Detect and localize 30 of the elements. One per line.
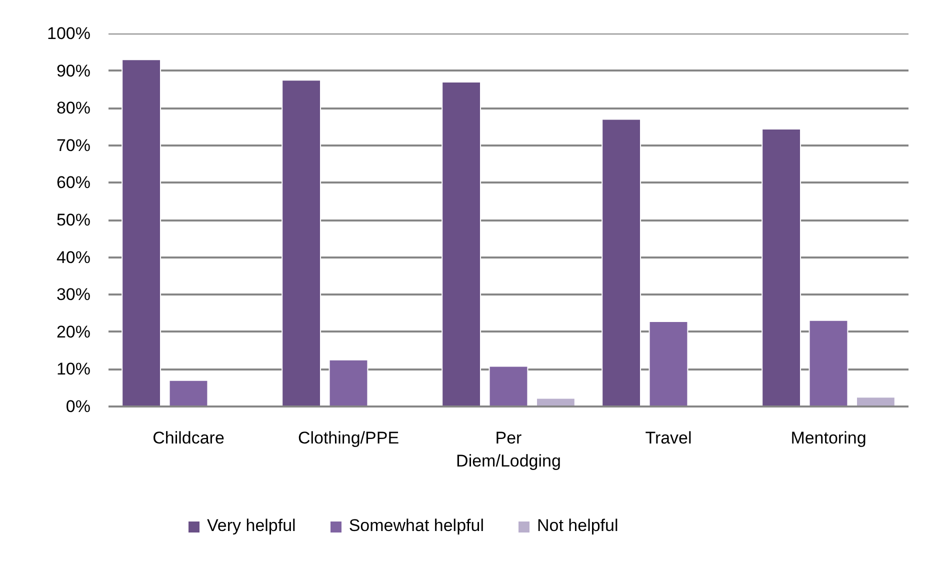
x-tick-label: Mentoring	[790, 428, 866, 448]
y-tick-label: 40%	[56, 248, 91, 267]
bar	[328, 359, 368, 406]
legend-label: Very helpful	[207, 516, 296, 536]
bar	[122, 59, 161, 406]
y-tick-label: 20%	[56, 322, 91, 342]
x-tick-label: Childcare	[152, 428, 224, 448]
legend-label: Somewhat helpful	[348, 516, 484, 536]
y-tick-label: 80%	[56, 98, 91, 118]
y-tick-label: 90%	[56, 61, 91, 80]
bar	[282, 80, 321, 406]
y-tick-label: 10%	[56, 360, 91, 379]
y-tick-label: 60%	[56, 173, 91, 192]
y-tick-label: 30%	[56, 285, 91, 304]
x-tick-label: Clothing/PPE	[298, 428, 400, 448]
bar	[442, 81, 481, 406]
x-tick-label: Per Diem/Lodging	[456, 428, 561, 470]
legend-label: Not helpful	[536, 516, 618, 536]
bar	[488, 366, 528, 406]
bar	[856, 396, 896, 406]
bar	[168, 380, 208, 406]
y-tick-label: 70%	[56, 136, 91, 155]
bar	[762, 128, 801, 406]
bar	[808, 320, 848, 406]
bar	[648, 320, 688, 406]
bar	[602, 118, 641, 406]
y-tick-label: 0%	[66, 397, 91, 416]
y-tick-label: 100%	[47, 24, 91, 43]
y-tick-label: 50%	[56, 210, 91, 230]
x-tick-label: Travel	[645, 428, 692, 448]
